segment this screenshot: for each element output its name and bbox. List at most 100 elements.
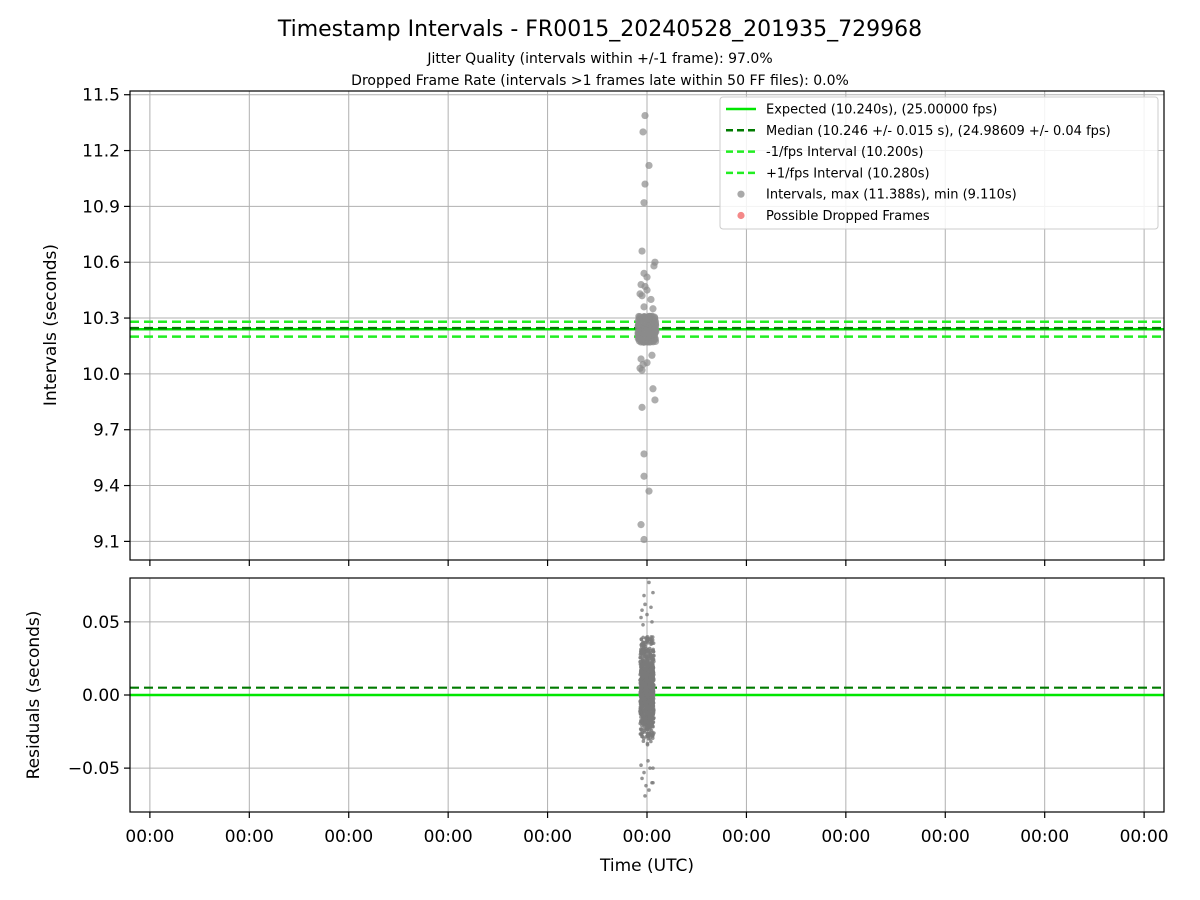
residual-point	[651, 670, 655, 674]
interval-point	[641, 180, 649, 188]
interval-point	[649, 385, 657, 393]
residuals-y-axis-label: Residuals (seconds)	[24, 611, 44, 780]
residual-point	[639, 763, 643, 767]
interval-point	[639, 128, 647, 136]
residual-point	[641, 739, 646, 743]
legend-intervals-label: Intervals, max (11.388s), min (9.110s)	[766, 188, 1017, 203]
residual-point	[648, 766, 652, 770]
legend-box	[719, 96, 1159, 230]
residual-point	[651, 699, 656, 704]
interval-point	[638, 403, 646, 411]
legend-expected-label: Expected (10.240s), (25.00000 fps)	[766, 103, 997, 118]
interval-point	[651, 396, 659, 404]
legend-median-label: Median (10.246 +/- 0.015 s), (24.98609 +…	[766, 124, 1111, 139]
residual-point	[645, 704, 650, 709]
residuals-xtick-label: 00:00	[523, 827, 572, 847]
residuals-plot: −0.05 0.00 0.05 00:00 00:00 00:00 00:00 00:00 00…	[68, 577, 1169, 847]
legend-dropped-marker	[737, 211, 745, 220]
residual-point	[638, 727, 643, 731]
interval-point	[634, 328, 642, 337]
residual-point	[642, 593, 646, 598]
intervals-ytick-label: 11.2	[82, 142, 120, 162]
residual-point	[643, 602, 647, 607]
residual-point	[641, 736, 646, 741]
residuals-xtick-label: 00:00	[324, 827, 373, 847]
residuals-xtick-label: 00:00	[1120, 827, 1169, 847]
residual-point	[651, 732, 655, 736]
interval-point	[650, 262, 658, 270]
residual-point	[646, 726, 651, 730]
intervals-ytick-label: 10.9	[82, 197, 120, 217]
residual-point	[648, 686, 653, 690]
residuals-xtick-label: 00:00	[821, 827, 870, 847]
intervals-y-axis-label: Intervals (seconds)	[41, 244, 61, 406]
residual-point	[651, 693, 656, 697]
residuals-xtick-label: 00:00	[921, 827, 970, 847]
interval-point	[649, 305, 657, 313]
legend: Expected (10.240s), (25.00000 fps) Median…	[719, 96, 1159, 230]
interval-point	[643, 273, 651, 281]
residual-point	[651, 780, 655, 785]
interval-point	[637, 521, 645, 529]
residual-point	[652, 716, 656, 720]
residual-point	[643, 683, 648, 687]
residual-point	[640, 776, 644, 781]
residual-point	[638, 678, 643, 682]
residual-point	[640, 643, 644, 647]
residual-point	[642, 645, 646, 650]
residual-point	[649, 739, 653, 744]
residual-point	[641, 649, 646, 654]
interval-point	[648, 351, 656, 359]
interval-point	[637, 355, 645, 363]
residual-point	[639, 615, 643, 620]
residual-point	[643, 654, 648, 659]
interval-point	[642, 327, 650, 335]
intervals-ytick-label: 10.3	[82, 309, 120, 329]
residual-point	[642, 666, 647, 671]
residual-point	[643, 670, 647, 675]
residual-point	[651, 641, 656, 645]
residual-point	[647, 654, 651, 659]
interval-point	[640, 535, 648, 544]
interval-point	[635, 335, 643, 343]
residual-point	[640, 608, 644, 612]
residual-point	[641, 640, 645, 644]
interval-point	[639, 317, 648, 326]
residual-point	[649, 678, 654, 683]
residual-point	[650, 635, 655, 639]
residual-point	[643, 673, 647, 678]
residual-point	[642, 723, 646, 728]
legend-dropped-label: Possible Dropped Frames	[766, 209, 930, 224]
residual-point	[639, 685, 644, 690]
residual-point	[645, 612, 649, 617]
chart-subtitle-dropped: Dropped Frame Rate (intervals >1 frames …	[351, 73, 849, 89]
interval-point	[640, 472, 648, 480]
interval-point	[645, 487, 653, 495]
residual-point	[650, 724, 655, 729]
interval-point	[647, 295, 655, 304]
interval-point	[650, 330, 658, 338]
interval-point	[645, 337, 653, 346]
residual-point	[647, 650, 652, 654]
residual-point	[640, 730, 645, 735]
intervals-plot: 9.1 9.4 9.7 10.0 10.3 10.6 10.9 11.2 11.5	[82, 86, 1165, 566]
intervals-ytick-label: 9.1	[93, 532, 120, 552]
intervals-ytick-label: 11.5	[82, 86, 120, 106]
residual-point	[642, 712, 647, 716]
residual-point	[651, 674, 655, 679]
residual-point	[649, 663, 654, 667]
legend-intervals-marker	[737, 190, 745, 198]
residual-point	[639, 637, 644, 642]
residuals-xtick-label: 00:00	[722, 827, 771, 847]
residual-point	[646, 736, 651, 741]
residuals-ytick-label: 0.00	[82, 686, 120, 706]
interval-point	[643, 286, 651, 294]
interval-point	[640, 450, 648, 458]
intervals-plot-frame	[129, 90, 1165, 561]
interval-point	[640, 303, 648, 311]
residual-point	[651, 720, 656, 724]
residual-point	[642, 770, 646, 775]
residual-point	[651, 708, 656, 712]
intervals-ytick-label: 10.0	[82, 365, 120, 385]
